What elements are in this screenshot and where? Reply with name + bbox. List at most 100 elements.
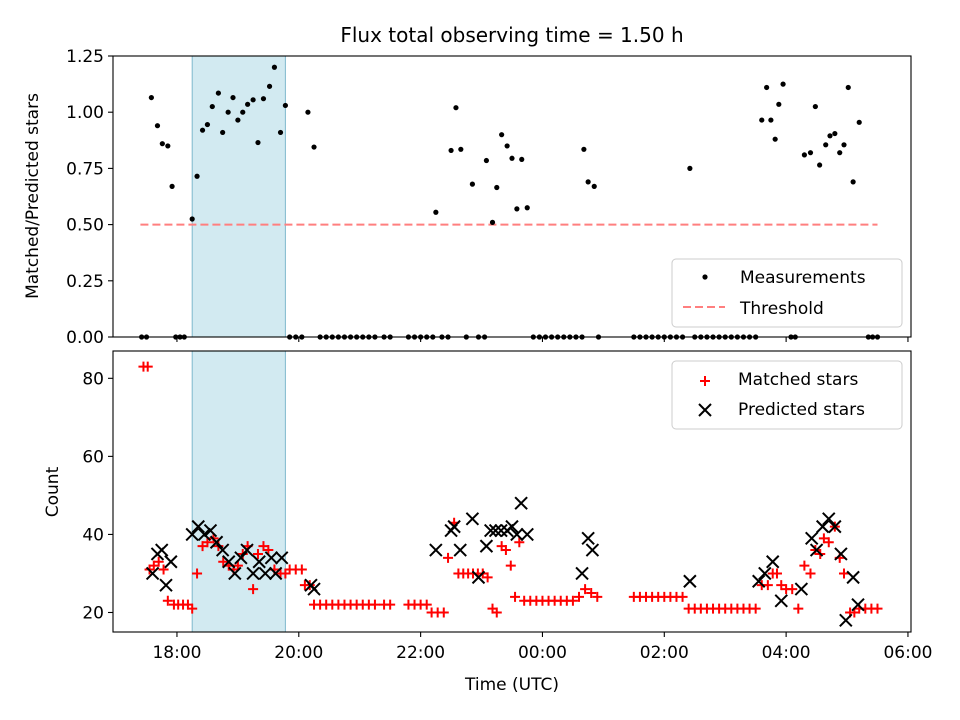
matched-star-point bbox=[505, 560, 516, 571]
predicted-star-point bbox=[209, 535, 224, 549]
measurement-point bbox=[255, 139, 261, 146]
predicted-star-point bbox=[155, 543, 169, 557]
x-tick-label: 02:00 bbox=[640, 643, 689, 663]
x-tick-label: 06:00 bbox=[883, 643, 932, 663]
matched-star-point bbox=[153, 556, 164, 567]
measurement-point bbox=[514, 206, 520, 212]
measurement-point bbox=[230, 94, 236, 101]
measurement-point bbox=[277, 129, 284, 136]
x-tick-label: 20:00 bbox=[274, 643, 323, 663]
measurement-point bbox=[260, 96, 267, 102]
matched-star-point bbox=[248, 584, 259, 595]
measurement-point bbox=[154, 123, 161, 129]
matched-star-point bbox=[218, 556, 229, 567]
matched-star-point bbox=[482, 572, 493, 583]
measurement-point bbox=[458, 146, 464, 152]
legend-threshold-label: Threshold bbox=[739, 299, 824, 319]
matched-star-point bbox=[823, 537, 834, 548]
measurement-point bbox=[776, 101, 782, 107]
measurement-point bbox=[759, 117, 765, 123]
predicted-star-point bbox=[203, 523, 218, 538]
x-tick-label: 00:00 bbox=[518, 643, 567, 663]
measurement-point bbox=[204, 121, 211, 128]
measurement-point bbox=[768, 117, 774, 123]
top-y-tick-label: 0.50 bbox=[66, 216, 104, 236]
predicted-star-point bbox=[145, 566, 160, 581]
predicted-star-point bbox=[447, 519, 461, 534]
bottom-plot-area bbox=[138, 361, 883, 627]
measurement-point bbox=[235, 117, 241, 123]
measurement-point bbox=[448, 147, 454, 154]
predicted-star-point bbox=[505, 519, 519, 534]
matched-star-point bbox=[296, 564, 307, 575]
measurement-point bbox=[494, 184, 500, 191]
measurement-point bbox=[845, 84, 851, 91]
predicted-star-point bbox=[453, 543, 467, 557]
bottom-y-ticks: 20 40 60 80 bbox=[82, 369, 113, 623]
measurement-point bbox=[817, 162, 823, 168]
predicted-star-point bbox=[809, 543, 824, 557]
predicted-star-point bbox=[240, 543, 254, 557]
legend-matched-marker bbox=[700, 376, 710, 386]
bottom-axes-frame bbox=[112, 350, 912, 633]
matched-star-point bbox=[491, 607, 502, 618]
bottom-y-tick-label: 60 bbox=[82, 447, 104, 467]
matched-star-point bbox=[514, 537, 525, 548]
predicted-star-point bbox=[234, 551, 248, 565]
measurement-point bbox=[823, 142, 829, 148]
measurement-point bbox=[519, 156, 525, 163]
legend-measurements-label: Measurements bbox=[740, 268, 866, 288]
measurement-point bbox=[433, 209, 439, 215]
measurement-point bbox=[189, 216, 195, 222]
top-y-tick-label: 1.00 bbox=[66, 103, 104, 123]
matched-star-point bbox=[805, 568, 816, 579]
top-legend-box bbox=[671, 258, 903, 328]
predicted-star-point bbox=[264, 551, 279, 565]
predicted-star-point bbox=[839, 613, 853, 627]
chart-title: Flux total observing time = 1.50 h bbox=[340, 23, 683, 47]
predicted-star-point bbox=[471, 570, 486, 585]
predicted-star-point bbox=[494, 523, 508, 538]
predicted-star-point bbox=[268, 566, 283, 581]
matched-star-point bbox=[385, 599, 396, 610]
matched-star-point bbox=[762, 580, 773, 591]
bottom-legend-box bbox=[671, 360, 903, 430]
top-y-tick-label: 0.25 bbox=[66, 272, 104, 292]
matched-star-point bbox=[192, 568, 203, 579]
predicted-star-point bbox=[307, 582, 321, 596]
matched-star-point bbox=[567, 595, 578, 606]
measurement-point bbox=[305, 109, 311, 115]
measurement-point bbox=[524, 205, 530, 211]
measurement-point bbox=[282, 102, 288, 109]
measurement-point bbox=[489, 219, 496, 225]
predicted-star-point bbox=[228, 566, 242, 581]
matched-star-point bbox=[438, 607, 449, 618]
matched-star-point bbox=[771, 568, 782, 579]
top-panel: 0.00 0.25 0.50 0.75 1.00 1.25 Matched/Predict… bbox=[23, 47, 912, 348]
bottom-y-tick-label: 40 bbox=[82, 525, 104, 545]
predicted-star-point bbox=[514, 496, 528, 510]
matched-star-point bbox=[252, 548, 263, 559]
matched-star-point bbox=[202, 537, 213, 548]
matched-star-point bbox=[187, 603, 198, 614]
bottom-panel: 20 40 60 80 18:00 20:00 22:00 00:00 02:00 04:00 0… bbox=[43, 350, 932, 695]
measurement-point bbox=[856, 119, 862, 125]
matched-star-point bbox=[793, 603, 804, 614]
measurement-point bbox=[215, 90, 221, 96]
predicted-star-point bbox=[752, 574, 766, 588]
measurement-point bbox=[832, 130, 838, 137]
measurement-point bbox=[148, 94, 154, 101]
measurement-point bbox=[250, 97, 256, 103]
matched-star-point bbox=[580, 584, 591, 595]
measurement-point bbox=[209, 103, 215, 110]
matched-star-point bbox=[510, 591, 521, 602]
measurement-point bbox=[499, 132, 505, 138]
predicted-star-point bbox=[758, 566, 772, 581]
matched-star-point bbox=[799, 560, 810, 571]
predicted-star-point bbox=[197, 527, 212, 542]
measurement-point bbox=[220, 129, 226, 136]
predicted-star-point bbox=[774, 594, 788, 608]
measurement-point bbox=[581, 146, 587, 152]
predicted-star-point bbox=[851, 597, 865, 612]
